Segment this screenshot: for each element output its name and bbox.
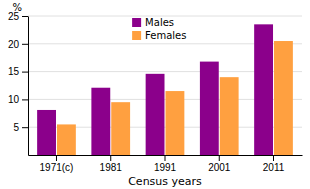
bar	[254, 24, 273, 155]
y-tick-label: 5	[13, 122, 19, 133]
legend-item: Females	[132, 30, 186, 41]
bar	[220, 77, 239, 155]
bar	[200, 62, 219, 155]
x-tick-label: 1991	[154, 162, 177, 173]
legend-label: Females	[145, 30, 186, 41]
plot: 5101520251971(c)1981199120012011MalesFem…	[8, 11, 303, 173]
x-tick-label: 2001	[208, 162, 231, 173]
y-axis: 510152025	[8, 11, 29, 156]
y-axis-title: %	[12, 2, 22, 13]
x-tick: 2001	[208, 155, 231, 173]
legend-swatch	[132, 31, 141, 40]
x-tick-mark	[219, 155, 220, 161]
y-tick-label: 20	[8, 39, 20, 50]
y-tick-label: 15	[8, 66, 20, 77]
x-tick-label: 1971(c)	[40, 162, 74, 173]
y-tick-mark	[22, 72, 28, 73]
chart-svg: 5101520251971(c)1981199120012011MalesFem…	[0, 0, 310, 189]
x-axis-title: Census years	[128, 175, 202, 188]
x-tick: 1981	[100, 155, 123, 173]
bar-series	[37, 24, 273, 155]
legend-item: Males	[132, 17, 174, 28]
x-tick-mark	[110, 155, 111, 161]
legend-label: Males	[145, 17, 174, 28]
x-tick: 2011	[263, 155, 285, 173]
bars	[37, 24, 293, 155]
y-tick-label: 10	[8, 94, 20, 105]
bar	[146, 74, 165, 155]
bar	[165, 91, 184, 155]
x-tick: 1991	[154, 155, 177, 173]
y-tick-mark	[22, 127, 28, 128]
y-tick: 10	[8, 94, 28, 105]
x-tick-mark	[165, 155, 166, 161]
y-tick: 15	[8, 66, 28, 77]
bar	[91, 88, 110, 155]
y-tick: 20	[8, 39, 28, 50]
bar-series	[57, 41, 293, 155]
y-axis-line	[28, 17, 29, 156]
bar	[57, 124, 76, 155]
y-tick-mark	[22, 99, 28, 100]
bar	[274, 41, 293, 155]
bar	[37, 110, 56, 155]
y-tick: 5	[13, 122, 28, 133]
legend: Males Females	[132, 17, 186, 41]
x-tick-mark	[273, 155, 274, 161]
y-tick-mark	[22, 16, 28, 17]
x-tick: 1971(c)	[40, 155, 74, 173]
legend-swatch	[132, 18, 141, 27]
x-axis: 1971(c) 1981 1991 2001 2011	[29, 155, 303, 173]
chart-container: 5101520251971(c)1981199120012011MalesFem…	[0, 0, 310, 189]
y-tick-mark	[22, 44, 28, 45]
x-tick-mark	[56, 155, 57, 161]
x-tick-label: 1981	[100, 162, 123, 173]
bar	[111, 102, 130, 155]
x-tick-label: 2011	[263, 162, 285, 173]
